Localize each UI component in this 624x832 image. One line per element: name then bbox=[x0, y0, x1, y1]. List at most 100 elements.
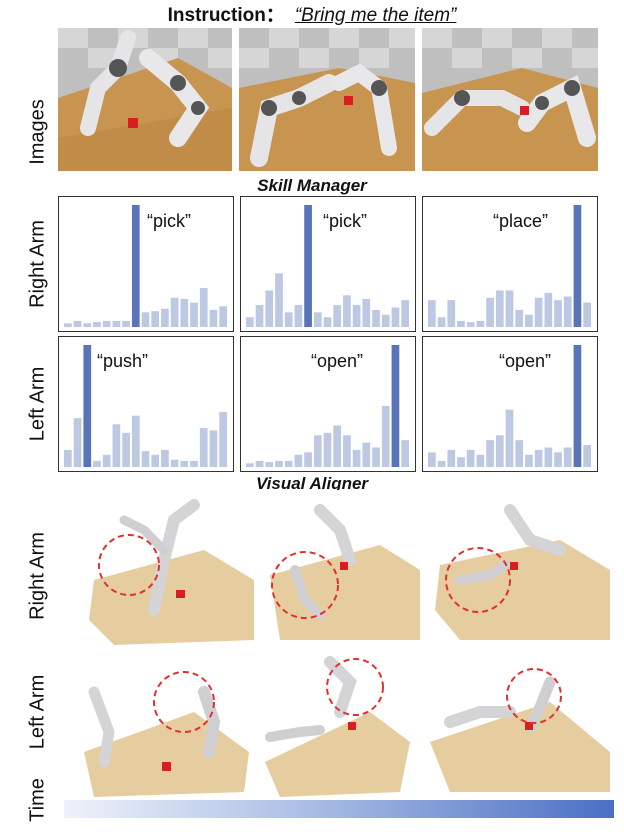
skill-bar bbox=[544, 292, 553, 327]
skill-panel-left-3: “open” bbox=[422, 336, 598, 472]
skill-panel-right-1: “pick” bbox=[58, 196, 234, 332]
skill-bar bbox=[343, 435, 351, 467]
skill-bar bbox=[428, 300, 436, 327]
skill-label: “place” bbox=[493, 211, 549, 231]
skill-bar bbox=[180, 298, 189, 327]
skill-panel-right-2: “pick” bbox=[240, 196, 416, 332]
pointcloud-left-3 bbox=[430, 652, 612, 797]
skill-bar bbox=[255, 305, 264, 327]
skill-bar bbox=[170, 459, 179, 467]
pointcloud-right-1 bbox=[84, 490, 254, 645]
skill-bar bbox=[505, 290, 514, 327]
skill-bar bbox=[515, 309, 524, 327]
skill-bar bbox=[457, 457, 465, 467]
skill-bar bbox=[437, 317, 446, 327]
skill-panel-right-3: “place” bbox=[422, 196, 598, 332]
row-label-right-arm: Right Arm bbox=[26, 220, 49, 308]
skill-bar bbox=[323, 317, 332, 327]
skill-bar bbox=[466, 322, 475, 327]
skill-bar bbox=[219, 412, 227, 467]
skill-bar bbox=[525, 454, 533, 467]
skill-bar bbox=[122, 432, 130, 467]
row-label-images: Images bbox=[26, 99, 49, 165]
skill-label: “pick” bbox=[147, 211, 191, 231]
skill-bar bbox=[372, 309, 380, 327]
skill-bar bbox=[255, 460, 264, 467]
skill-bar bbox=[73, 320, 82, 327]
scene-image-3 bbox=[422, 28, 598, 171]
skill-bar bbox=[466, 449, 475, 467]
skill-bar-selected bbox=[304, 205, 312, 327]
skill-bar bbox=[437, 460, 446, 467]
skill-label: “open” bbox=[499, 351, 552, 371]
row-label-time: Time bbox=[26, 778, 49, 822]
instruction-label: Instruction： bbox=[167, 5, 285, 26]
skill-bar-selected bbox=[131, 205, 140, 327]
skill-bar bbox=[93, 322, 101, 327]
skill-bar bbox=[190, 302, 198, 327]
skill-bar bbox=[284, 312, 293, 327]
skill-bar bbox=[352, 449, 361, 467]
skill-label: “pick” bbox=[323, 211, 367, 231]
skill-bar bbox=[476, 320, 485, 327]
skill-bar bbox=[563, 296, 572, 327]
skill-panel-left-2: “open” bbox=[240, 336, 416, 472]
skill-bar bbox=[294, 305, 303, 327]
skill-bar bbox=[151, 454, 160, 467]
skill-panel-left-1: “push” bbox=[58, 336, 234, 472]
skill-bar bbox=[294, 454, 303, 467]
skill-label: “push” bbox=[97, 351, 149, 371]
section-title-skill-manager: Skill Manager bbox=[257, 176, 367, 195]
skill-bar bbox=[515, 440, 524, 467]
skill-bar bbox=[486, 297, 494, 327]
skill-bar bbox=[563, 447, 572, 467]
skill-bar bbox=[381, 314, 390, 327]
skill-bar bbox=[246, 463, 254, 467]
skill-bar bbox=[246, 317, 254, 327]
skill-bar bbox=[112, 424, 121, 467]
skill-bar bbox=[313, 435, 322, 467]
row-label-left-arm: Left Arm bbox=[26, 366, 49, 442]
instruction-text: “Bring me the item” bbox=[294, 5, 457, 26]
row-label-right-arm-pointcloud: Right Arm bbox=[26, 532, 49, 620]
time-gradient-bar bbox=[64, 800, 614, 818]
skill-bar bbox=[209, 309, 218, 327]
skill-bar bbox=[122, 320, 130, 327]
skill-bar bbox=[486, 440, 494, 467]
skill-bar bbox=[313, 312, 322, 327]
skill-bar bbox=[476, 454, 485, 467]
skill-bar bbox=[275, 273, 283, 327]
skill-bar-selected bbox=[573, 345, 582, 467]
pointcloud-right-2 bbox=[260, 490, 428, 645]
skill-bar bbox=[141, 312, 150, 327]
skill-bar bbox=[495, 435, 504, 467]
skill-bar bbox=[102, 454, 111, 467]
skill-bar bbox=[362, 298, 371, 327]
skill-bar bbox=[333, 425, 342, 467]
skill-bar bbox=[401, 300, 409, 327]
skill-bar bbox=[554, 452, 562, 467]
skill-bar bbox=[534, 449, 543, 467]
skill-bar bbox=[447, 449, 456, 467]
skill-bar bbox=[73, 418, 82, 467]
skill-bar bbox=[64, 449, 72, 467]
skill-bar bbox=[304, 452, 312, 467]
pointcloud-left-2 bbox=[260, 652, 428, 797]
skill-bar bbox=[457, 320, 465, 327]
skill-bar bbox=[583, 445, 591, 467]
skill-bar bbox=[161, 449, 169, 467]
skill-bar bbox=[401, 440, 409, 467]
skill-bar bbox=[93, 460, 101, 467]
skill-bar bbox=[141, 451, 150, 467]
instruction-header: Instruction： “Bring me the item” bbox=[0, 4, 624, 28]
skill-bar bbox=[190, 460, 198, 467]
skill-bar bbox=[583, 302, 591, 327]
skill-bar bbox=[180, 460, 189, 467]
skill-bar-selected bbox=[573, 205, 582, 327]
skill-bar bbox=[428, 452, 436, 467]
scene-image-1 bbox=[58, 28, 232, 171]
skill-bar bbox=[381, 406, 390, 467]
skill-bar bbox=[343, 295, 351, 327]
pointcloud-left-1 bbox=[84, 652, 254, 797]
skill-bar bbox=[199, 427, 208, 467]
